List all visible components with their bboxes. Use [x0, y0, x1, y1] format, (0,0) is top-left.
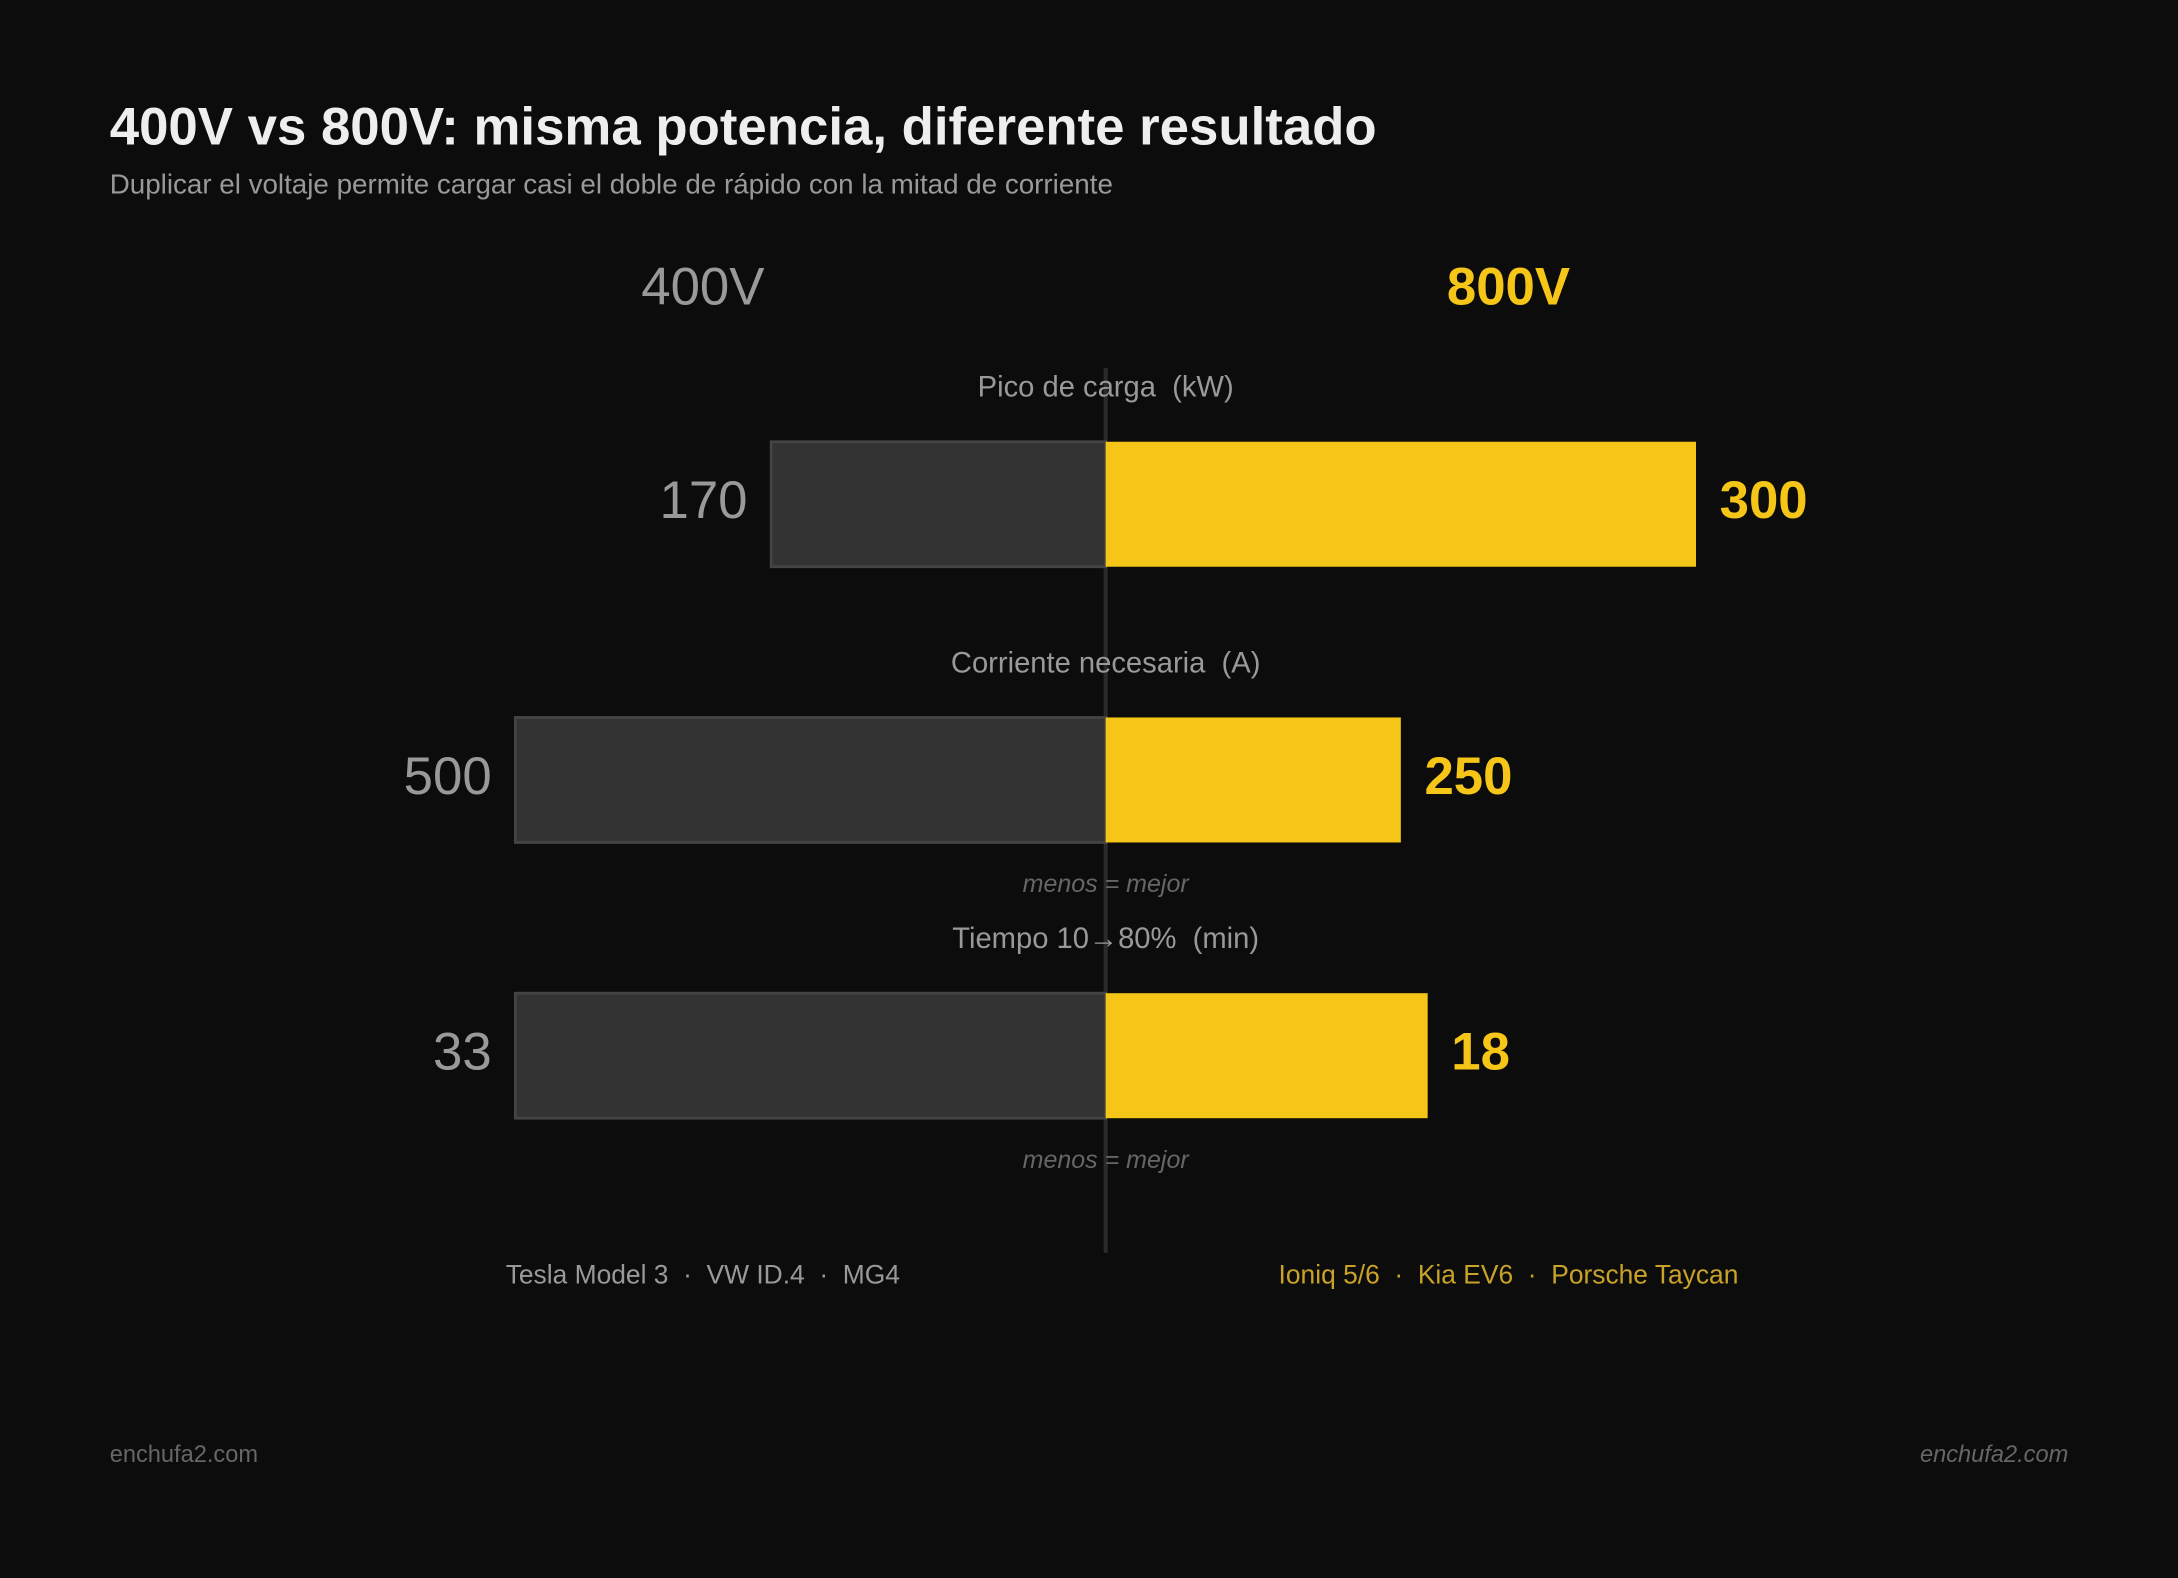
series-header: 800V	[1447, 257, 1570, 316]
bar	[769, 440, 1108, 569]
value-label: 250	[1424, 747, 1512, 806]
value-label: 170	[659, 471, 747, 530]
source-right: enchufa2.com	[1920, 1442, 2068, 1468]
model-list: Ioniq 5/6 · Kia EV6 · Porsche Taycan	[1279, 1260, 1739, 1290]
model-list: Tesla Model 3 · VW ID.4 · MG4	[506, 1260, 900, 1290]
row-label: Tiempo 10→80% (min)	[952, 923, 1259, 955]
row-label: Corriente necesaria (A)	[951, 647, 1261, 679]
bar	[513, 716, 1108, 844]
value-label: 500	[404, 747, 492, 806]
bar	[1105, 441, 1697, 567]
value-label: 300	[1720, 471, 1808, 530]
bar	[1105, 993, 1428, 1119]
row-label: Pico de carga (kW)	[978, 372, 1234, 404]
bar	[1105, 717, 1401, 843]
row-note: menos = mejor	[1023, 870, 1191, 898]
value-label: 33	[433, 1023, 492, 1082]
value-label: 18	[1451, 1023, 1510, 1082]
bar	[513, 991, 1108, 1120]
row-note: menos = mejor	[1023, 1146, 1191, 1174]
chart-subtitle: Duplicar el voltaje permite cargar casi …	[110, 169, 1113, 200]
source-left: enchufa2.com	[110, 1442, 258, 1468]
series-header: 400V	[641, 257, 764, 316]
chart-title: 400V vs 800V: misma potencia, diferente …	[110, 98, 1377, 157]
